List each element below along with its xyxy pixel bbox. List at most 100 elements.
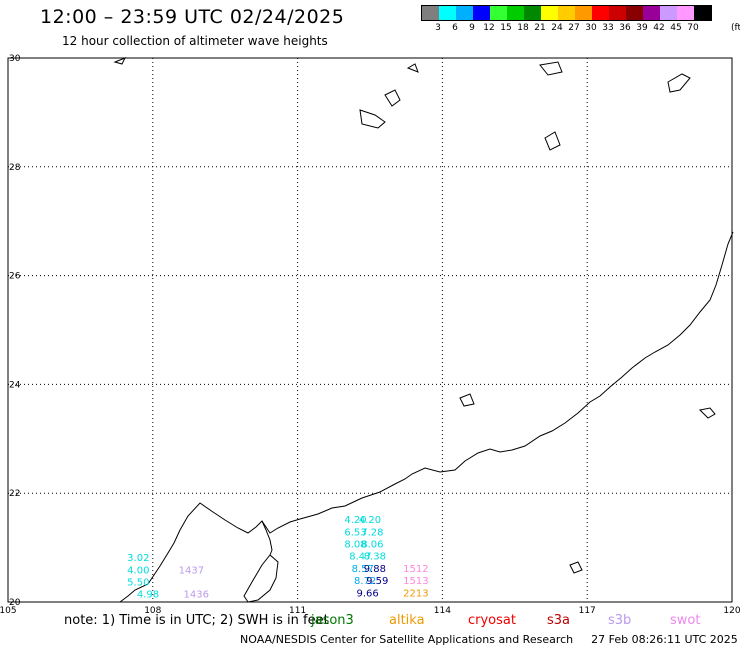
legend-swatch (439, 6, 456, 20)
legend-tick-label: 24 (551, 23, 563, 33)
x-tick-label: 108 (144, 606, 161, 616)
legend-tick-label: 15 (500, 23, 512, 33)
map-title: 12:00 – 23:59 UTC 02/24/2025 (40, 6, 345, 28)
legend-tick-label: 18 (517, 23, 529, 33)
y-tick-label: 30 (9, 54, 21, 64)
legend-tick-label: 42 (653, 23, 665, 33)
wave-height-label: 6.53 (344, 528, 366, 539)
legend-tick-label: 27 (568, 23, 580, 33)
legend-swatch (660, 6, 677, 20)
legend-unit: (ft) (731, 23, 740, 33)
coastline-leizhou (261, 520, 273, 556)
legend-tick-label: 12 (483, 23, 495, 33)
legend-tick-label: 45 (670, 23, 682, 33)
island-1 (359, 109, 386, 129)
wave-height-label: 9.59 (366, 576, 388, 587)
coastline (113, 57, 734, 603)
legend-tick-label: 39 (636, 23, 648, 33)
x-tick-label: 117 (579, 606, 596, 616)
y-tick-label: 20 (9, 598, 21, 608)
wave-height-label: 8.72 (354, 576, 376, 587)
satellite-altika: altika (389, 613, 425, 628)
wave-height-label: 8.47 (349, 552, 371, 563)
wave-height-label: 8.57 (352, 564, 374, 575)
satellite-swot: swot (670, 613, 701, 628)
coastline-hainan (243, 554, 279, 603)
y-tick-label: 22 (9, 489, 20, 499)
satellite-s3b: s3b (608, 613, 632, 628)
map-note: note: 1) Time is in UTC; 2) SWH is in fe… (64, 613, 329, 628)
legend-swatch (541, 6, 558, 20)
y-tick-label: 26 (9, 272, 21, 282)
legend-tick-label: 9 (469, 23, 475, 33)
legend-swatch (643, 6, 660, 20)
wave-height-label: 8.08 (344, 540, 366, 551)
wave-height-label: 4.20 (359, 515, 381, 526)
legend-color-bar (421, 5, 712, 21)
map-subtitle: 12 hour collection of altimeter wave hei… (62, 34, 328, 48)
wave-height-label: 1436 (184, 590, 209, 601)
wave-height-label: 8.38 (364, 552, 386, 563)
legend-tick-label: 6 (452, 23, 458, 33)
island-7 (113, 57, 127, 65)
legend-swatch (677, 6, 694, 20)
credit-text: NOAA/NESDIS Center for Satellite Applica… (240, 633, 574, 646)
satellite-cryosat: cryosat (468, 613, 516, 628)
legend-swatch (694, 6, 711, 20)
island-3 (539, 61, 563, 76)
wave-height-label: 1512 (403, 564, 428, 575)
y-tick-label: 28 (9, 163, 21, 173)
y-tick-label: 24 (9, 380, 21, 390)
legend-swatch (490, 6, 507, 20)
wave-height-label: 4.00 (127, 566, 149, 577)
island-4 (667, 73, 691, 93)
x-tick-label: 111 (289, 606, 306, 616)
satellite-jason3: jason3 (311, 613, 354, 628)
island-9 (569, 561, 583, 574)
legend-tick-label: 3 (435, 23, 441, 33)
wave-height-label: 5.50 (127, 578, 149, 589)
legend-tick-label: 21 (534, 23, 546, 33)
legend-swatch (524, 6, 541, 20)
legend-tick-label: 33 (602, 23, 614, 33)
legend-swatch (592, 6, 609, 20)
x-tick-label: 105 (0, 606, 17, 616)
map-border (7, 57, 733, 603)
wave-height-label: 4.20 (344, 515, 366, 526)
map-frame (7, 57, 733, 603)
legend-tick-label: 70 (687, 23, 699, 33)
island-5 (544, 131, 561, 151)
legend-swatch (575, 6, 592, 20)
timestamp: 27 Feb 08:26:11 UTC 2025 (591, 633, 738, 646)
island-8 (459, 393, 475, 407)
legend-swatch (507, 6, 524, 20)
legend-swatch (626, 6, 643, 20)
coastline-taiwan (698, 407, 716, 419)
wave-height-label: 1437 (179, 566, 204, 577)
wave-height-label: 2213 (403, 589, 428, 600)
legend-tick-label: 36 (619, 23, 631, 33)
axis-ticks: 105 108 111 114 117 120 30 28 26 24 22 20 (0, 54, 740, 616)
legend-swatch (456, 6, 473, 20)
wave-height-label: 1513 (403, 576, 428, 587)
wave-height-label: 3.02 (127, 553, 149, 564)
x-tick-label: 120 (723, 606, 740, 616)
satellite-s3a: s3a (547, 613, 571, 628)
wave-height-label: 9.66 (356, 589, 378, 600)
legend-swatch (473, 6, 490, 20)
legend-tick-label: 30 (585, 23, 597, 33)
credit-line: NOAA/NESDIS Center for Satellite Applica… (240, 633, 738, 646)
wave-height-label: 9.88 (364, 564, 386, 575)
wave-height-label: 4.98 (137, 590, 159, 601)
legend-tick-labels: 3 6 9 12 15 18 21 24 27 30 33 36 39 42 45 70 (421, 21, 712, 35)
coastline-mainland (119, 231, 734, 603)
legend-swatch (558, 6, 575, 20)
observations-layer: 3.02 4.005.504.98 1437 1436 4.204.20 6.537.28… (127, 515, 428, 601)
wave-height-label: 7.28 (361, 528, 383, 539)
island-2 (384, 89, 401, 107)
x-tick-label: 114 (434, 606, 451, 616)
legend-swatch (609, 6, 626, 20)
island-6 (406, 63, 419, 73)
